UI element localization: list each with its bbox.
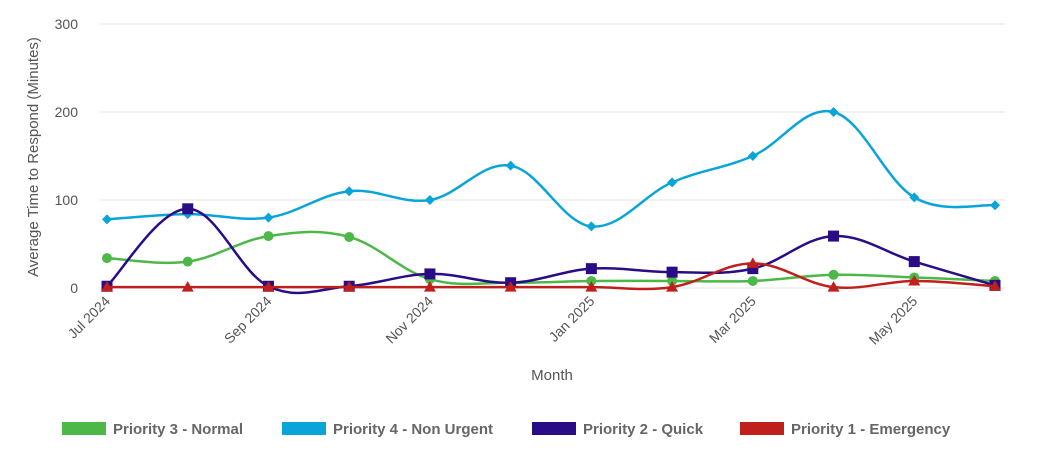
x-tick-label: Jul 2024	[64, 293, 113, 342]
series-line	[106, 207, 996, 295]
data-point	[667, 275, 678, 286]
data-point	[989, 280, 1001, 291]
x-tick-label: Sep 2024	[221, 293, 275, 347]
y-axis-ticks: 0 100 200 300	[55, 16, 79, 296]
legend-label: Priority 2 - Quick	[583, 421, 704, 438]
data-point	[586, 221, 597, 232]
data-point	[102, 253, 112, 264]
legend-swatch	[740, 422, 784, 435]
y-tick-label: 200	[55, 104, 79, 120]
data-point	[423, 281, 436, 292]
series-priority-3-normal	[102, 230, 1000, 288]
data-point	[747, 275, 758, 286]
data-point	[909, 192, 920, 203]
data-point	[181, 281, 194, 292]
data-point	[828, 107, 839, 117]
data-point	[102, 214, 112, 225]
data-point	[263, 231, 274, 242]
series	[101, 107, 1001, 295]
grid	[100, 23, 1005, 289]
x-tick-label: May 2025	[866, 293, 921, 348]
legend-label: Priority 1 - Emergency	[791, 421, 951, 438]
data-point	[908, 274, 921, 286]
y-tick-label: 0	[70, 280, 78, 296]
data-point	[666, 266, 678, 278]
legend-item[interactable]: Priority 1 - Emergency	[740, 421, 951, 438]
data-point	[828, 269, 839, 280]
data-point	[747, 263, 759, 275]
y-tick-label: 300	[55, 16, 79, 32]
y-tick-label: 100	[55, 192, 79, 208]
data-point	[182, 256, 193, 267]
data-point	[908, 256, 920, 268]
x-axis-ticks: Jul 2024 Sep 2024 Nov 2024 Jan 2025 Mar 2025…	[64, 293, 920, 348]
legend-item[interactable]: Priority 3 - Normal	[62, 421, 243, 438]
legend: Priority 3 - Normal Priority 4 - Non Urge…	[62, 421, 951, 438]
legend-swatch	[532, 422, 576, 435]
legend-label: Priority 4 - Non Urgent	[333, 421, 493, 438]
data-point	[262, 281, 275, 292]
data-point	[666, 281, 679, 292]
data-point	[344, 231, 355, 242]
y-axis-title: Average Time to Respond (Minutes)	[25, 37, 42, 277]
data-point	[585, 281, 598, 292]
data-point	[990, 200, 1000, 211]
data-point	[746, 257, 759, 268]
data-point	[667, 177, 678, 188]
data-point	[424, 268, 436, 280]
data-point	[747, 151, 758, 161]
legend-item[interactable]: Priority 2 - Quick	[532, 421, 704, 438]
data-point	[505, 160, 516, 171]
data-point	[263, 212, 274, 223]
series-priority-4-non-urgent	[102, 107, 1000, 232]
legend-item[interactable]: Priority 4 - Non Urgent	[282, 421, 493, 438]
data-point	[424, 195, 435, 205]
data-point	[182, 203, 194, 215]
data-point	[344, 186, 355, 197]
legend-swatch	[62, 422, 106, 435]
x-axis-title: Month	[531, 367, 573, 384]
x-tick-label: Mar 2025	[706, 293, 759, 346]
series-priority-2-quick	[101, 203, 1001, 295]
data-point	[343, 281, 356, 292]
series-line	[106, 109, 996, 228]
data-point	[504, 281, 517, 292]
data-point	[586, 275, 597, 286]
x-tick-label: Nov 2024	[382, 293, 436, 347]
data-point	[585, 263, 597, 275]
series-priority-1-emergency	[101, 257, 1001, 292]
data-point	[828, 230, 840, 242]
data-point	[101, 281, 113, 292]
x-tick-label: Jan 2025	[545, 293, 597, 345]
legend-swatch	[282, 422, 326, 435]
data-point	[827, 281, 840, 292]
legend-label: Priority 3 - Normal	[113, 421, 243, 438]
